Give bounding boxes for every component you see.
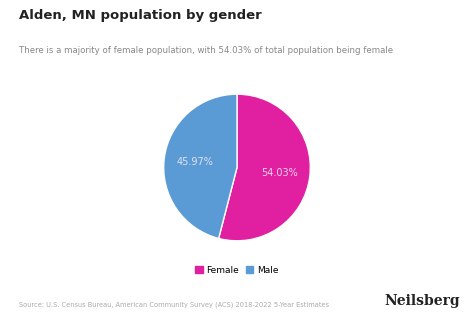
Text: 54.03%: 54.03%	[261, 168, 298, 178]
Wedge shape	[164, 94, 237, 239]
Text: Alden, MN population by gender: Alden, MN population by gender	[19, 9, 262, 22]
Text: There is a majority of female population, with 54.03% of total population being : There is a majority of female population…	[19, 46, 393, 55]
Text: 45.97%: 45.97%	[176, 157, 213, 167]
Legend: Female, Male: Female, Male	[192, 262, 282, 278]
Text: Source: U.S. Census Bureau, American Community Survey (ACS) 2018-2022 5-Year Est: Source: U.S. Census Bureau, American Com…	[19, 301, 329, 308]
Text: Neilsberg: Neilsberg	[384, 294, 460, 308]
Wedge shape	[219, 94, 310, 241]
